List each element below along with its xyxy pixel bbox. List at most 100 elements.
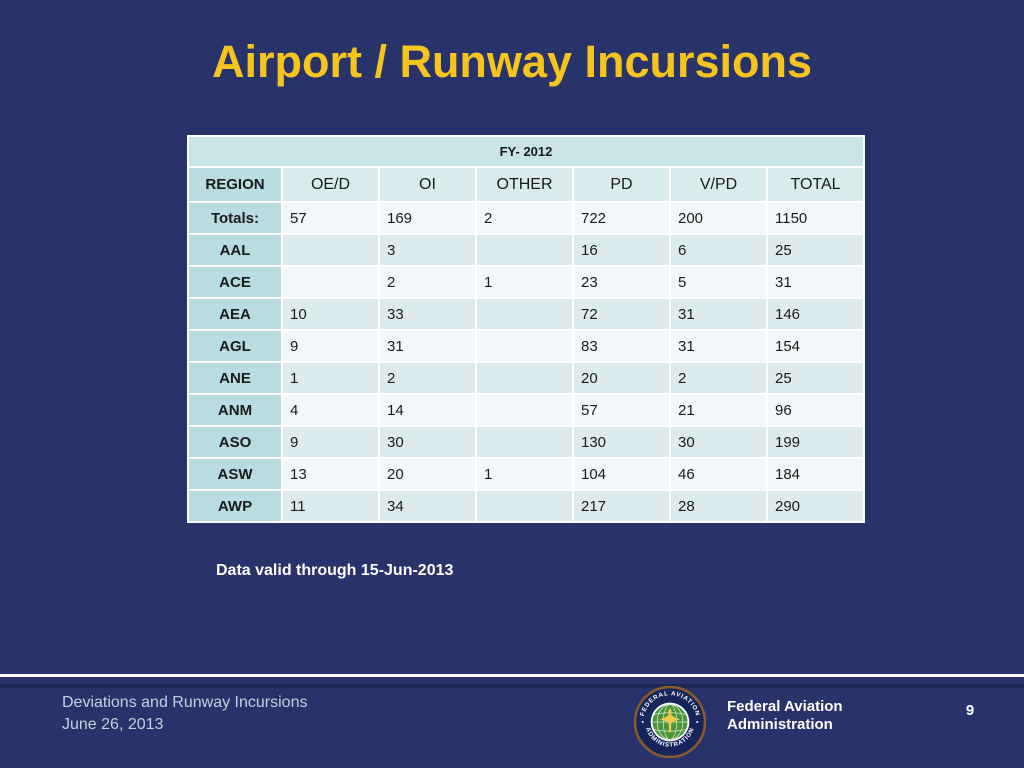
row-label: ASW [187, 457, 283, 491]
row-label: ACE [187, 265, 283, 299]
table-cell [475, 425, 574, 459]
table-cell: 2 [378, 361, 477, 395]
table-header-row: REGION OE/D OI OTHER PD V/PD TOTAL [187, 166, 865, 203]
table-cell: 146 [766, 297, 865, 331]
table-row-ane: ANE 1 2 20 2 25 [187, 361, 865, 395]
table-cell [475, 489, 574, 523]
data-valid-note: Data valid through 15-Jun-2013 [216, 562, 454, 579]
column-header-total: TOTAL [766, 166, 865, 203]
column-header-oed: OE/D [281, 166, 380, 203]
incursions-table-grid: FY- 2012 REGION OE/D OI OTHER PD V/PD TOTAL To… [187, 135, 865, 523]
row-label: AEA [187, 297, 283, 331]
table-cell: 2 [378, 265, 477, 299]
table-row-asw: ASW 13 20 1 104 46 184 [187, 457, 865, 491]
table-cell [475, 361, 574, 395]
table-cell: 9 [281, 329, 380, 363]
column-header-pd: PD [572, 166, 671, 203]
seal-torch-emblem [659, 708, 681, 733]
table-cell: 25 [766, 233, 865, 267]
table-cell [475, 393, 574, 427]
table-cell: 23 [572, 265, 671, 299]
table-cell: 1 [475, 265, 574, 299]
incursions-table: FY- 2012 REGION OE/D OI OTHER PD V/PD TOTAL To… [187, 135, 865, 523]
slide-title: Airport / Runway Incursions [211, 36, 813, 87]
faa-org-line1: Federal Aviation [727, 698, 843, 715]
table-cell: 5 [669, 265, 768, 299]
table-cell: 200 [669, 201, 768, 235]
table-cell: 33 [378, 297, 477, 331]
row-label: ANM [187, 393, 283, 427]
table-cell: 184 [766, 457, 865, 491]
table-cell: 20 [572, 361, 671, 395]
table-cell: 11 [281, 489, 380, 523]
table-cell: 154 [766, 329, 865, 363]
table-cell: 1150 [766, 201, 865, 235]
table-cell: 199 [766, 425, 865, 459]
table-cell: 3 [378, 233, 477, 267]
table-cell: 31 [669, 297, 768, 331]
table-cell: 130 [572, 425, 671, 459]
table-cell: 1 [475, 457, 574, 491]
row-label: AWP [187, 489, 283, 523]
table-row-totals: Totals: 57 169 2 722 200 1150 [187, 201, 865, 235]
table-cell: 31 [669, 329, 768, 363]
footer-presentation-title: Deviations and Runway Incursions [62, 694, 308, 711]
faa-seal-logo: FEDERAL AVIATION ADMINISTRATION [634, 686, 706, 758]
table-cell [475, 329, 574, 363]
row-label: AAL [187, 233, 283, 267]
footer-divider [0, 674, 1024, 677]
table-cell: 2 [475, 201, 574, 235]
table-cell: 2 [669, 361, 768, 395]
table-caption-row: FY- 2012 [187, 135, 865, 168]
table-cell: 9 [281, 425, 380, 459]
table-cell: 169 [378, 201, 477, 235]
footer-accent-stripe [0, 684, 1024, 688]
table-cell [281, 265, 380, 299]
table-cell: 72 [572, 297, 671, 331]
table-cell [475, 297, 574, 331]
table-cell: 6 [669, 233, 768, 267]
column-header-region: REGION [187, 166, 283, 203]
footer: Deviations and Runway Incursions June 26… [0, 677, 1024, 768]
table-row-anm: ANM 4 14 57 21 96 [187, 393, 865, 427]
table-cell [281, 233, 380, 267]
table-cell: 290 [766, 489, 865, 523]
table-row-aso: ASO 9 30 130 30 199 [187, 425, 865, 459]
table-cell: 57 [572, 393, 671, 427]
footer-caption: Deviations and Runway Incursions June 26… [62, 692, 307, 736]
table-cell: 21 [669, 393, 768, 427]
faa-org-name: Federal Aviation Administration [727, 698, 843, 734]
table-cell: 57 [281, 201, 380, 235]
column-header-other: OTHER [475, 166, 574, 203]
page-number: 9 [965, 702, 975, 719]
table-cell: 1 [281, 361, 380, 395]
table-row-aal: AAL 3 16 6 25 [187, 233, 865, 267]
row-label: ASO [187, 425, 283, 459]
table-cell: 31 [766, 265, 865, 299]
table-cell: 30 [378, 425, 477, 459]
table-cell: 20 [378, 457, 477, 491]
table-cell: 10 [281, 297, 380, 331]
table-cell: 104 [572, 457, 671, 491]
table-cell: 14 [378, 393, 477, 427]
footer-date: June 26, 2013 [62, 716, 164, 733]
table-cell: 25 [766, 361, 865, 395]
table-cell: 83 [572, 329, 671, 363]
table-cell: 16 [572, 233, 671, 267]
row-label: AGL [187, 329, 283, 363]
table-cell: 13 [281, 457, 380, 491]
table-row-awp: AWP 11 34 217 28 290 [187, 489, 865, 523]
table-cell: 4 [281, 393, 380, 427]
table-cell: 722 [572, 201, 671, 235]
table-row-aea: AEA 10 33 72 31 146 [187, 297, 865, 331]
column-header-vpd: V/PD [669, 166, 768, 203]
table-row-ace: ACE 2 1 23 5 31 [187, 265, 865, 299]
table-cell: 217 [572, 489, 671, 523]
table-cell: 31 [378, 329, 477, 363]
table-cell: 46 [669, 457, 768, 491]
column-header-oi: OI [378, 166, 477, 203]
table-cell: 30 [669, 425, 768, 459]
table-row-agl: AGL 9 31 83 31 154 [187, 329, 865, 363]
faa-org-line2: Administration [727, 716, 833, 733]
table-cell: 28 [669, 489, 768, 523]
